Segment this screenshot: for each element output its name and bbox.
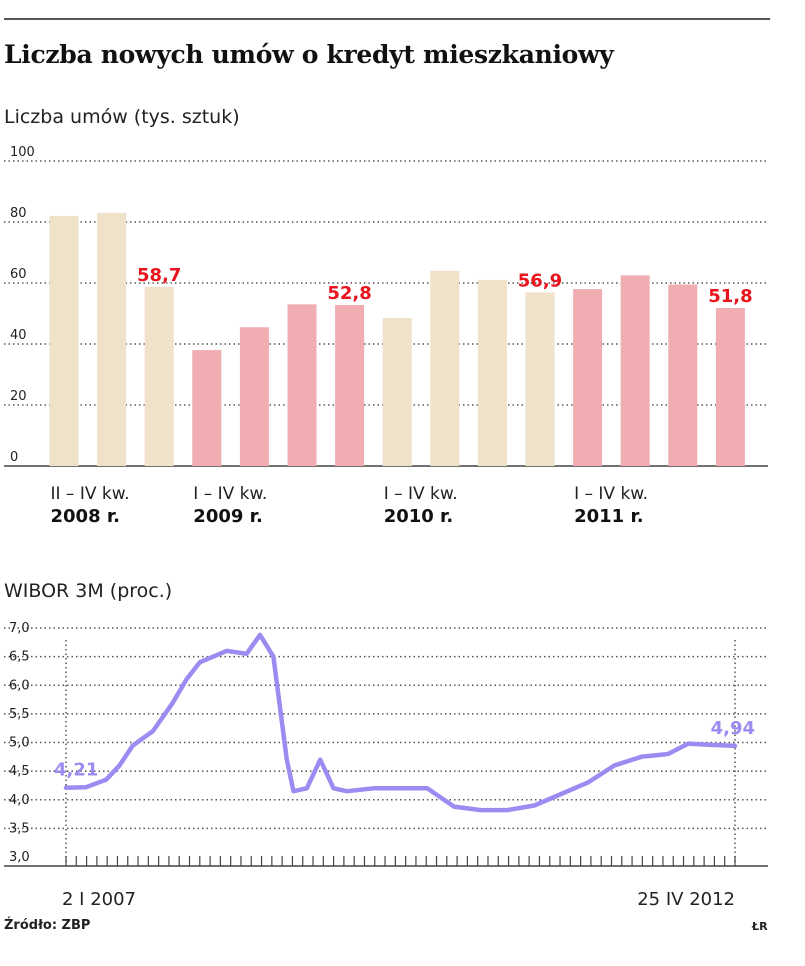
line-y-tick-label: 6,0: [9, 678, 30, 693]
top-rule: [4, 18, 770, 20]
bar: [239, 327, 269, 466]
bar: [668, 284, 698, 466]
bar-y-tick-label: 80: [10, 206, 27, 221]
bar-group-year-label: 2008 r.: [51, 506, 121, 527]
line-y-tick-label: 6,5: [9, 650, 30, 665]
line-x-start-label: 2 I 2007: [62, 889, 136, 910]
bar: [97, 212, 127, 466]
bar-value-label: 52,8: [327, 283, 371, 304]
bar: [287, 304, 317, 466]
line-y-tick-label: 3,0: [9, 850, 30, 865]
wibor-series-line: [63, 632, 738, 813]
bar: [49, 215, 79, 466]
bar: [335, 304, 365, 466]
line-chart-subtitle: WIBOR 3M (proc.): [4, 580, 173, 602]
bar-y-tick-label: 100: [10, 145, 35, 160]
bar-y-tick-label: 20: [10, 389, 27, 404]
bar: [382, 318, 412, 466]
author-credit: ŁR: [752, 920, 768, 933]
line-y-tick-label: 4,0: [9, 793, 30, 808]
bar-value-label: 56,9: [518, 270, 562, 291]
bar: [430, 270, 460, 466]
bar-group-quarter-label: II – IV kw.: [51, 484, 130, 504]
bar-group-year-label: 2010 r.: [384, 506, 454, 527]
bar: [192, 350, 222, 466]
bar: [525, 292, 555, 466]
line-y-tick-label: 3,5: [9, 821, 30, 836]
bar-group-quarter-label: I – IV kw.: [384, 484, 458, 504]
bar: [620, 275, 650, 466]
bar-group-year-label: 2009 r.: [193, 506, 263, 527]
bar-value-label: 51,8: [708, 286, 752, 307]
line-y-tick-label: 7,0: [9, 621, 30, 636]
line-y-tick-label: 5,5: [9, 707, 30, 722]
bar-group-quarter-label: I – IV kw.: [574, 484, 648, 504]
bar: [477, 279, 507, 466]
line-end-value-label: 4,94: [711, 718, 755, 739]
line-start-value-label: 4,21: [54, 760, 98, 781]
line-x-end-label: 25 IV 2012: [637, 889, 735, 910]
bar-value-label: 58,7: [137, 265, 181, 286]
bar: [715, 308, 745, 466]
line-y-tick-label: 4,5: [9, 764, 30, 779]
bar-group-year-label: 2011 r.: [574, 506, 644, 527]
source-note: Źródło: ZBP: [4, 918, 91, 933]
bar-y-tick-label: 40: [10, 328, 27, 343]
bar-y-tick-label: 0: [10, 450, 18, 465]
bar: [573, 289, 603, 466]
bar-y-tick-label: 60: [10, 267, 27, 282]
chart-title: Liczba nowych umów o kredyt mieszkaniowy: [4, 40, 614, 69]
bar-group-quarter-label: I – IV kw.: [193, 484, 267, 504]
bar: [144, 286, 174, 466]
bar-chart-subtitle: Liczba umów (tys. sztuk): [4, 106, 240, 128]
line-y-tick-label: 5,0: [9, 736, 30, 751]
